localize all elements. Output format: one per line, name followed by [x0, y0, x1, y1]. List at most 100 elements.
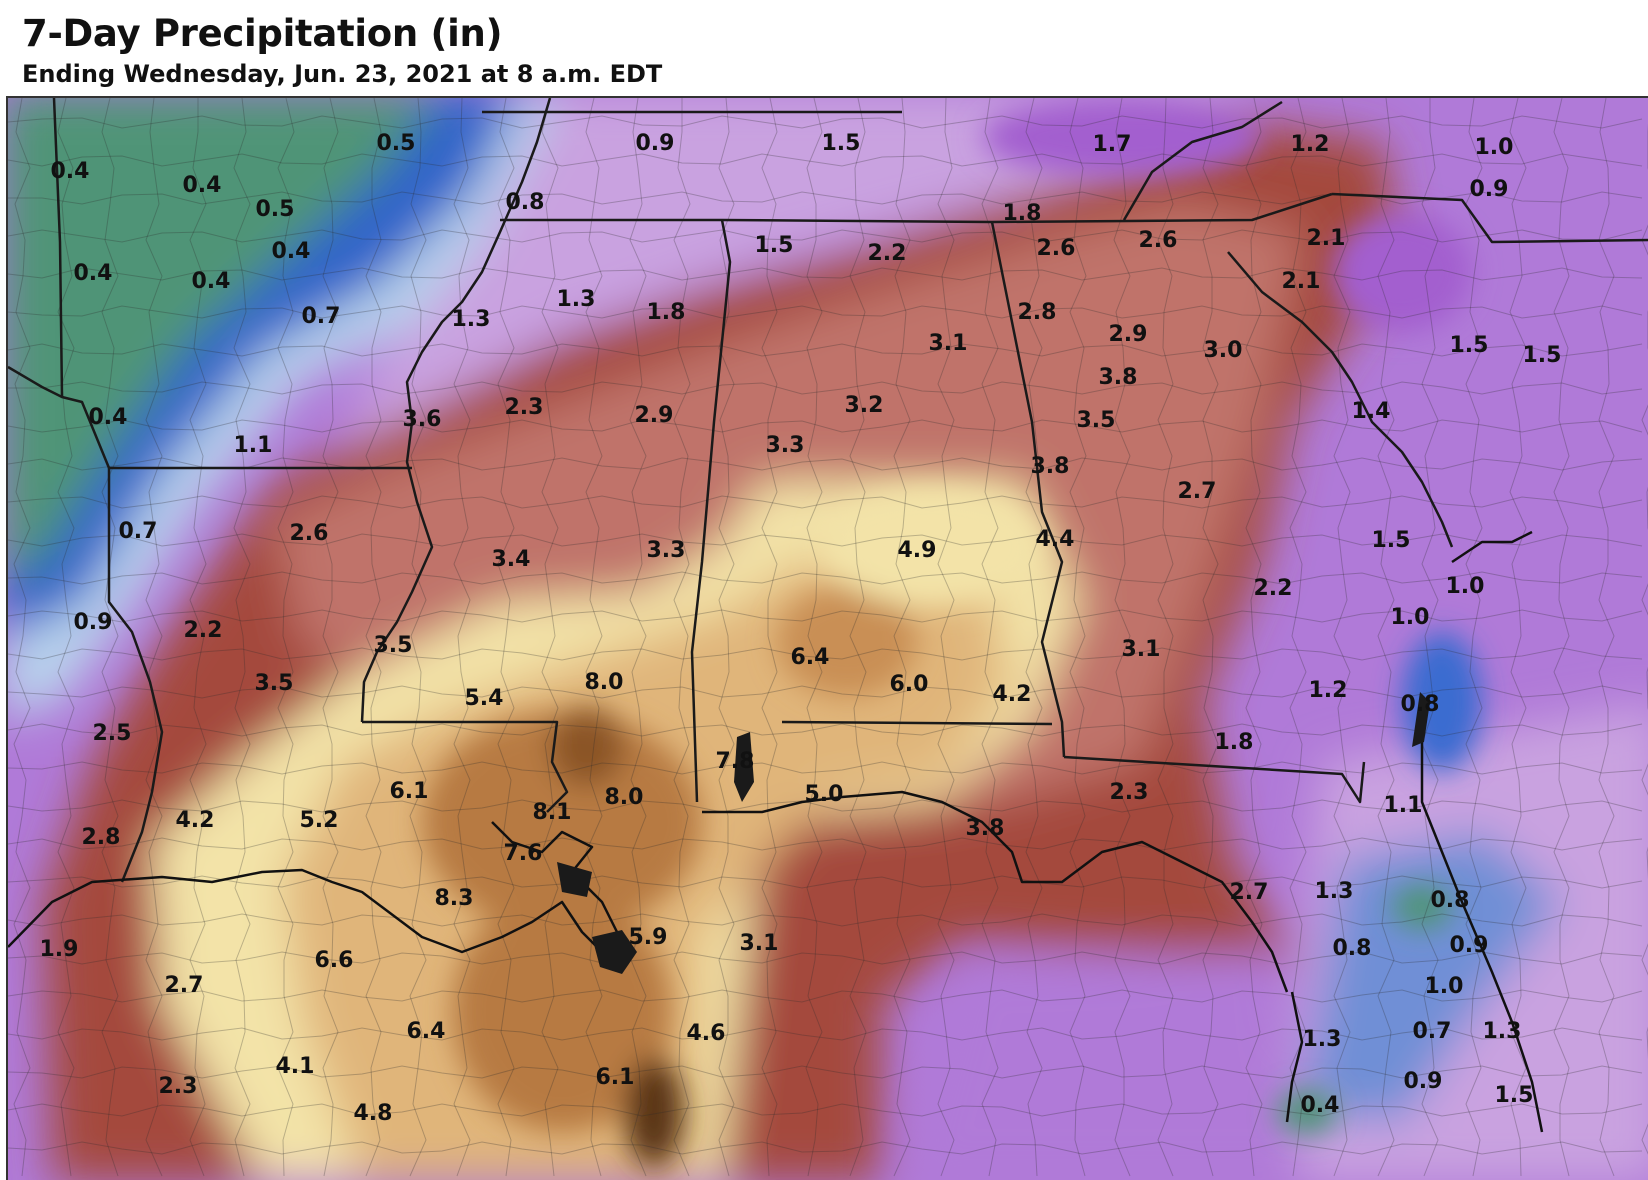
precip-label: 0.9 [1404, 1069, 1443, 1094]
precip-label: 6.1 [596, 1065, 635, 1090]
boundary-tn-nc [1122, 100, 1283, 221]
boundary-ok-tx-red-river [8, 365, 111, 469]
precip-label: 4.8 [354, 1101, 393, 1126]
precip-label: 1.1 [234, 433, 273, 458]
precip-label: 0.9 [1470, 177, 1509, 202]
precip-label: 2.3 [505, 395, 544, 420]
boundary-nc-sc [1331, 192, 1648, 244]
precip-label: 1.7 [1093, 132, 1132, 157]
field-northwest-green [8, 98, 438, 579]
precip-value-labels: 0.5 0.9 1.5 1.7 1.2 1.0 0.4 0.4 0.9 0.8 0.5 1.8 2.6 2… [40, 131, 1562, 1126]
precip-label: 2.5 [93, 721, 132, 746]
coastal-marsh [557, 692, 1430, 974]
precip-label: 5.9 [629, 925, 668, 950]
precip-label: 0.9 [1450, 933, 1489, 958]
precip-label: 3.1 [1122, 637, 1161, 662]
boundary-mississippi-river [360, 98, 552, 723]
coast-atlantic-fl-ga [1420, 732, 1544, 1133]
map-header: 7-Day Precipitation (in) Ending Wednesda… [0, 0, 1648, 96]
precip-label: 1.0 [1391, 605, 1430, 630]
precip-color-field [8, 98, 1648, 1180]
precip-label: 1.5 [755, 233, 794, 258]
precip-label: 2.3 [159, 1074, 198, 1099]
precip-label: 2.2 [868, 241, 907, 266]
map-subtitle: Ending Wednesday, Jun. 23, 2021 at 8 a.m… [22, 60, 663, 88]
marsh-sc-coast [1412, 692, 1430, 747]
coast-texas-louisiana [8, 821, 624, 954]
precip-label: 3.8 [1099, 365, 1138, 390]
precip-label: 1.5 [1372, 528, 1411, 553]
precip-label: 4.9 [898, 538, 937, 563]
precip-label: 0.4 [1301, 1093, 1340, 1118]
precip-label: 6.4 [407, 1019, 446, 1044]
precip-label: 3.8 [966, 816, 1005, 841]
field-yellow-al [822, 487, 1042, 607]
precip-label: 1.0 [1425, 974, 1464, 999]
precip-label: 1.3 [452, 307, 491, 332]
boundary-tx-la-west [107, 468, 164, 883]
map-canvas: 0.5 0.9 1.5 1.7 1.2 1.0 0.4 0.4 0.9 0.8 0.5 1.8 2.6 2… [8, 98, 1648, 1180]
precip-label: 1.3 [1483, 1019, 1522, 1044]
precip-label: 3.5 [1077, 408, 1116, 433]
precip-label: 1.2 [1309, 678, 1348, 703]
precip-label: 1.8 [647, 300, 686, 325]
precip-label: 1.5 [1450, 333, 1489, 358]
precip-label: 3.5 [255, 671, 294, 696]
precip-label: 2.8 [82, 825, 121, 850]
precip-label: 3.4 [492, 547, 531, 572]
precip-label: 1.3 [557, 287, 596, 312]
precip-label: 2.1 [1307, 226, 1346, 251]
precip-label: 4.6 [687, 1021, 726, 1046]
precip-label: 0.5 [256, 197, 295, 222]
state-boundaries [8, 98, 1648, 883]
precip-label: 0.4 [183, 173, 222, 198]
precip-label: 0.7 [1413, 1019, 1452, 1044]
precip-label: 5.0 [805, 782, 844, 807]
precip-label: 3.8 [1031, 454, 1070, 479]
coast-mississippi-alabama [702, 790, 1289, 993]
precip-label: 1.4 [1352, 399, 1391, 424]
precip-label: 1.2 [1291, 132, 1330, 157]
precip-label: 0.4 [74, 261, 113, 286]
precip-label: 3.3 [647, 538, 686, 563]
boundary-ok-ar-west [52, 98, 64, 398]
coast-sc [1451, 530, 1533, 564]
precip-label: 2.8 [1018, 300, 1057, 325]
precip-label: 8.0 [605, 785, 644, 810]
precip-label: 2.7 [165, 973, 204, 998]
precip-label: 6.6 [315, 948, 354, 973]
marsh-la-lake [557, 862, 592, 897]
precip-label: 3.2 [845, 393, 884, 418]
precipitation-map[interactable]: 0.5 0.9 1.5 1.7 1.2 1.0 0.4 0.4 0.9 0.8 0.5 1.8 2.6 2… [6, 96, 1648, 1180]
field-brown-max-la [422, 712, 702, 932]
precip-label: 3.1 [740, 931, 779, 956]
precip-label: 5.2 [300, 808, 339, 833]
precip-label: 0.4 [51, 159, 90, 184]
precip-label: 3.5 [374, 633, 413, 658]
precip-label: 4.2 [993, 682, 1032, 707]
precip-label: 2.6 [1037, 236, 1076, 261]
boundary-ga-fl [1063, 755, 1366, 804]
precip-label: 0.8 [506, 190, 545, 215]
precip-label: 1.8 [1003, 201, 1042, 226]
field-green-fl-2 [1277, 1090, 1337, 1134]
coast-fl-gulf [1285, 991, 1304, 1123]
precip-label: 0.5 [377, 131, 416, 156]
precip-label: 1.3 [1315, 879, 1354, 904]
precip-label: 2.2 [184, 618, 223, 643]
precip-label: 0.9 [636, 131, 675, 156]
field-brown-al [777, 587, 917, 697]
precip-label: 1.9 [40, 937, 79, 962]
precip-label: 2.1 [1282, 269, 1321, 294]
precip-label: 6.4 [791, 645, 830, 670]
precip-label: 3.3 [766, 433, 805, 458]
precip-label: 4.1 [276, 1054, 315, 1079]
precip-label: 1.1 [1384, 793, 1423, 818]
precip-label: 8.0 [585, 670, 624, 695]
field-green-fl [1392, 885, 1452, 929]
precip-label: 0.7 [302, 304, 341, 329]
precip-label: 2.3 [1110, 780, 1149, 805]
precip-label: 6.0 [890, 672, 929, 697]
boundary-ms-al [690, 219, 732, 803]
field-darkbrown-1 [549, 707, 625, 787]
